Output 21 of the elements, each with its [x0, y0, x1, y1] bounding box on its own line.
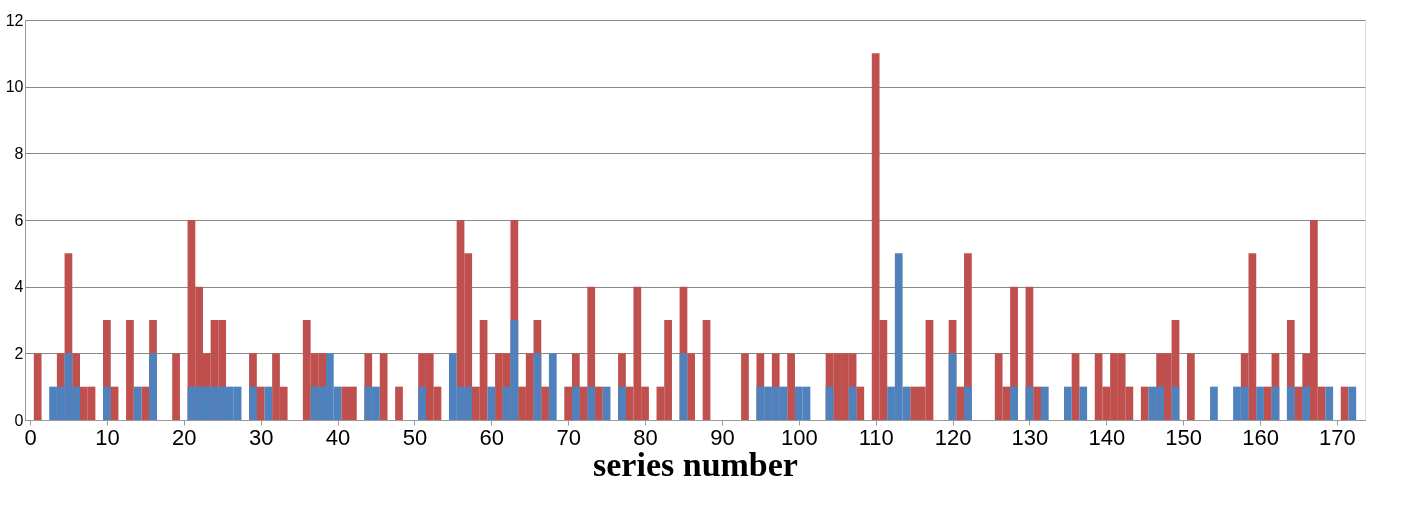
- x-tick-label: 170: [1319, 424, 1356, 450]
- y-tick-label: 2: [14, 344, 24, 362]
- y-tick-label: 0: [14, 411, 24, 429]
- x-tick-label: 30: [248, 424, 274, 450]
- x-tick-label: 60: [479, 424, 505, 450]
- x-tick-label: 120: [934, 424, 972, 450]
- x-tick-label: 160: [1242, 424, 1279, 450]
- x-tick-label: 150: [1165, 424, 1203, 450]
- x-tick-label: 10: [95, 424, 120, 450]
- x-tick-label: 110: [858, 424, 894, 450]
- y-tick-label: 8: [14, 144, 24, 162]
- x-tick-label: 140: [1088, 424, 1126, 450]
- y-tick-label: 6: [14, 211, 24, 229]
- x-tick-label: 40: [325, 424, 351, 450]
- x-tick-label: 50: [402, 424, 428, 450]
- x-tick-label: 130: [1011, 424, 1049, 450]
- y-tick-label: 4: [14, 278, 24, 296]
- y-tick-label: 10: [5, 78, 24, 96]
- x-tick-label: 70: [556, 424, 581, 450]
- x-tick-label: 20: [172, 424, 197, 450]
- y-tick-label: 12: [5, 11, 24, 29]
